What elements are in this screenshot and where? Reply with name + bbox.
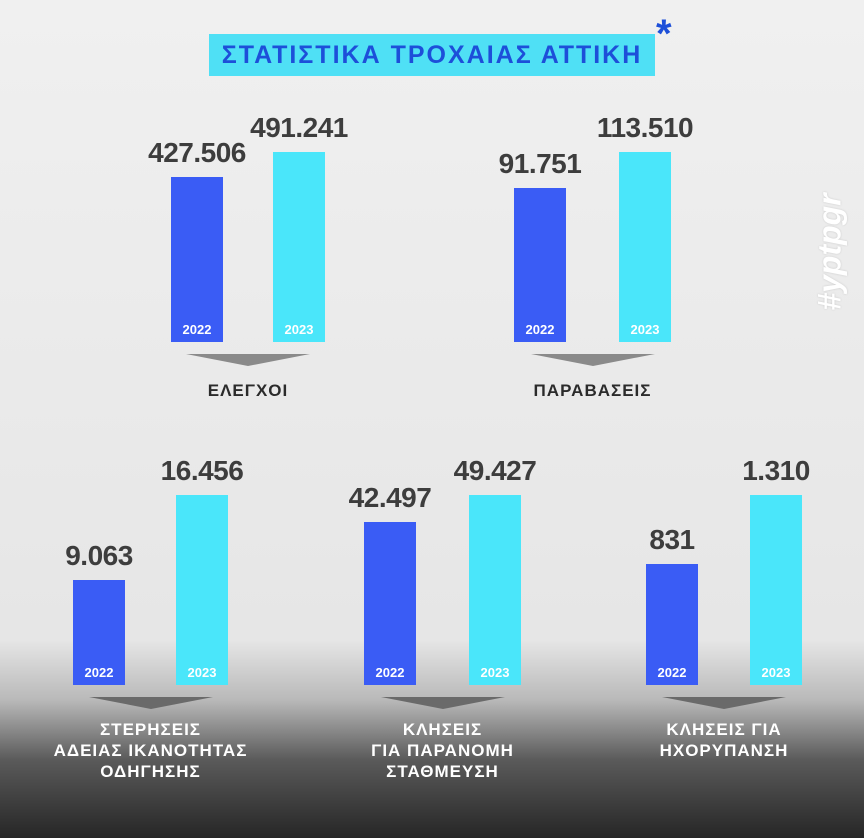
value-label-3-2023: 49.427 bbox=[453, 455, 537, 486]
value-label-2-2022: 9.063 bbox=[65, 540, 133, 571]
bar-0-2023: 2023 bbox=[273, 152, 325, 342]
value-label-0-2022: 427.506 bbox=[148, 137, 246, 168]
down-arrow-icon bbox=[662, 697, 786, 709]
category-label-line: ΑΔΕΙΑΣ ΙΚΑΝΟΤΗΤΑΣ bbox=[53, 741, 248, 760]
category-label-line: ΓΙΑ ΠΑΡΑΝΟΜΗ bbox=[371, 741, 514, 760]
category-label-line: ΚΛΗΣΕΙΣ bbox=[402, 720, 483, 739]
bar-year-label: 2023 bbox=[284, 322, 314, 337]
bar-year-label: 2022 bbox=[182, 322, 212, 337]
bar-4-2023: 2023 bbox=[750, 495, 802, 685]
category-label-line: ΟΔΗΓΗΣΗΣ bbox=[100, 762, 201, 781]
bar-year-label: 2023 bbox=[630, 322, 660, 337]
category-label: ΚΛΗΣΕΙΣ ΓΙΑ ΠΑΡΑΝΟΜΗ ΣΤΑΘΜΕΥΣΗ bbox=[371, 719, 514, 782]
down-arrow-icon bbox=[530, 354, 655, 366]
value-label-2-2023: 16.456 bbox=[160, 455, 244, 486]
category-label-line: ΕΛΕΓΧΟΙ bbox=[207, 381, 289, 400]
value-label-3-2022: 42.497 bbox=[348, 482, 432, 513]
category-label-line: ΗΧΟΡΥΠΑΝΣΗ bbox=[659, 741, 789, 760]
category-label: ΚΛΗΣΕΙΣ ΓΙΑ ΗΧΟΡΥΠΑΝΣΗ bbox=[660, 719, 789, 761]
value-label-4-2022: 831 bbox=[649, 524, 695, 555]
bar-2-2022: 2022 bbox=[73, 580, 125, 685]
chart-title: ΣΤΑΤΙΣΤΙΚΑ ΤΡΟΧΑΙΑΣ ΑΤΤΙΚΗ bbox=[221, 40, 643, 69]
asterisk-icon: * bbox=[656, 12, 672, 56]
down-arrow-icon bbox=[88, 697, 213, 709]
category-label-line: ΚΛΗΣΕΙΣ ΓΙΑ bbox=[666, 720, 782, 739]
down-arrow-icon bbox=[186, 354, 310, 366]
bar-year-label: 2022 bbox=[84, 665, 114, 680]
bar-1-2022: 2022 bbox=[514, 188, 566, 342]
value-label-1-2022: 91.751 bbox=[498, 148, 582, 179]
bar-year-label: 2022 bbox=[657, 665, 687, 680]
bar-1-2023: 2023 bbox=[619, 152, 671, 342]
value-label-4-2023: 1.310 bbox=[742, 455, 810, 486]
bar-year-label: 2023 bbox=[187, 665, 217, 680]
title-banner: ΣΤΑΤΙΣΤΙΚΑ ΤΡΟΧΑΙΑΣ ΑΤΤΙΚΗ bbox=[209, 34, 655, 76]
category-label: ΣΤΕΡΗΣΕΙΣ ΑΔΕΙΑΣ ΙΚΑΝΟΤΗΤΑΣ ΟΔΗΓΗΣΗΣ bbox=[54, 719, 248, 782]
bar-3-2023: 2023 bbox=[469, 495, 521, 685]
value-label-0-2023: 491.241 bbox=[250, 112, 348, 143]
down-arrow-icon bbox=[380, 697, 505, 709]
bar-3-2022: 2022 bbox=[364, 522, 416, 685]
bar-year-label: 2022 bbox=[375, 665, 405, 680]
bar-year-label: 2023 bbox=[761, 665, 791, 680]
hashtag-label: #yptpgr bbox=[811, 193, 848, 311]
category-label-line: ΣΤΕΡΗΣΕΙΣ bbox=[99, 720, 201, 739]
bar-4-2022: 2022 bbox=[646, 564, 698, 685]
category-label: ΠΑΡΑΒΑΣΕΙΣ bbox=[534, 380, 652, 401]
category-label: ΕΛΕΓΧΟΙ bbox=[208, 380, 289, 401]
category-label-line: ΠΑΡΑΒΑΣΕΙΣ bbox=[533, 381, 652, 400]
bar-year-label: 2022 bbox=[525, 322, 555, 337]
bar-0-2022: 2022 bbox=[171, 177, 223, 342]
bar-year-label: 2023 bbox=[480, 665, 510, 680]
category-label-line: ΣΤΑΘΜΕΥΣΗ bbox=[386, 762, 499, 781]
value-label-1-2023: 113.510 bbox=[596, 112, 694, 143]
bar-2-2023: 2023 bbox=[176, 495, 228, 685]
